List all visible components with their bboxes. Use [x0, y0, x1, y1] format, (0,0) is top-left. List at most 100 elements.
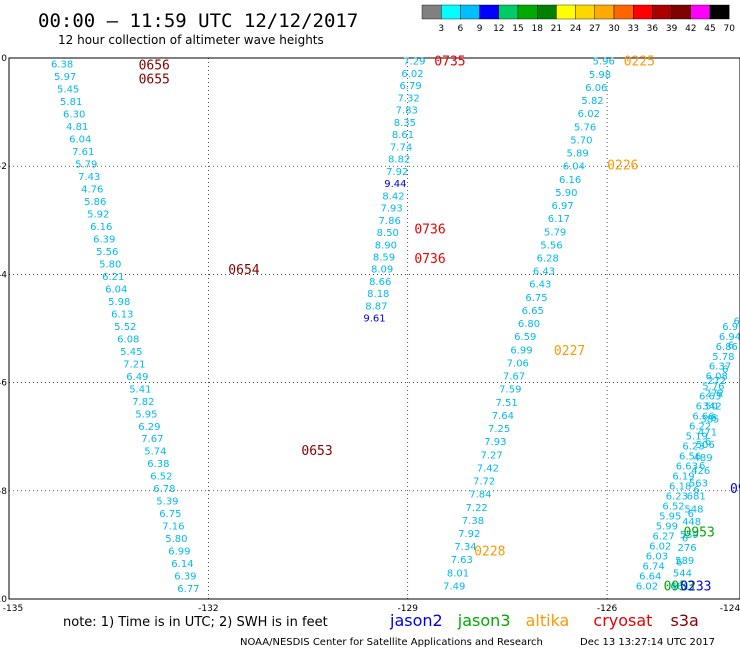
wave-height-value: 6.97 — [552, 201, 574, 212]
wave-height-value: 7.25 — [488, 424, 510, 435]
wave-height-value: 7.43 — [78, 172, 100, 183]
wave-height-value: 8.18 — [367, 289, 389, 300]
wave-height-value: 5.80 — [165, 534, 187, 545]
wave-height-value: 6 — [688, 509, 694, 520]
wave-height-value: 6.59 — [514, 332, 536, 343]
pass-time-label: 0656 — [139, 58, 170, 73]
x-tick-label: -135 — [3, 604, 23, 614]
wave-height-value: 5.45 — [57, 84, 79, 95]
wave-height-value: 5.70 — [570, 135, 592, 146]
pass-time-label: 0226 — [607, 159, 638, 174]
colorbar-level-label: 27 — [589, 24, 600, 34]
colorbar-swatch — [690, 4, 711, 20]
wave-height-value: 6.17 — [548, 214, 570, 225]
y-tick-label: -2 — [0, 162, 7, 172]
wave-height-value: 6.75 — [525, 293, 547, 304]
wave-height-value: 7.67 — [503, 372, 525, 383]
wave-height-value: 5.98 — [589, 70, 611, 81]
wave-height-value: 6.86 — [716, 342, 738, 353]
colorbar-swatch — [613, 4, 634, 20]
wave-height-value: 6.06 — [585, 83, 607, 94]
wave-height-value: 5.79 — [75, 159, 97, 170]
wave-height-value: 6.04 — [105, 284, 127, 295]
wave-height-value: 6.99 — [168, 547, 190, 558]
wave-height-value: 7.06 — [507, 358, 529, 369]
wave-height-value: 276 — [677, 543, 696, 554]
wave-height-value: 6.66 — [692, 412, 714, 423]
y-axis-ticks: 0 -2 -4 -6 -8 -10 — [0, 54, 7, 605]
wave-height-value: 8.90 — [375, 240, 397, 251]
wave-height-value: 7.72 — [473, 477, 495, 488]
wave-height-value: 559 — [680, 530, 699, 541]
wave-height-value: 6.29 — [138, 422, 160, 433]
wave-height-value: 5.90 — [555, 188, 577, 199]
pass-time-label: 0228 — [474, 544, 505, 559]
wave-height-value: 7.34 — [454, 542, 476, 553]
wave-height-value: 7.67 — [141, 434, 163, 445]
wave-height-value: 7.92 — [386, 167, 408, 178]
wave-height-value: 506 — [696, 440, 715, 451]
colorbar-level-label: 70 — [723, 24, 735, 34]
pass-time-label: 0735 — [434, 55, 465, 70]
pass-time-label: 0233 — [680, 579, 711, 594]
y-tick-label: -8 — [0, 487, 7, 497]
wave-height-value: 7.83 — [396, 106, 418, 117]
wave-height-value: 6 — [676, 557, 682, 568]
wave-height-value: 5.56 — [96, 247, 118, 258]
wave-height-value: 7.59 — [499, 385, 521, 396]
colorbar-level-label: 24 — [570, 24, 582, 34]
colorbar-swatch — [575, 4, 595, 20]
wave-height-value: 6.21 — [102, 272, 124, 283]
wave-height-value: 6.63 — [699, 392, 721, 403]
wave-height-value: 489 — [693, 453, 712, 464]
wave-height-value: 5.78 — [712, 352, 734, 363]
wave-height-value: 6.30 — [63, 109, 85, 120]
wave-height-value: 8.35 — [394, 118, 416, 129]
wave-height-value: 6.79 — [399, 81, 421, 92]
wave-height-value: 5.45 — [120, 347, 142, 358]
wave-height-value: 6.13 — [111, 309, 133, 320]
wave-height-value: 6 — [733, 316, 739, 327]
wave-height-value: 6.23 — [666, 492, 688, 503]
wave-height-value: 6.02 — [578, 109, 600, 120]
wave-height-value: 272 — [707, 376, 726, 387]
wave-height-value: 5.89 — [566, 149, 588, 160]
wave-height-value: 6.39 — [174, 572, 196, 583]
wave-height-value: 5.52 — [114, 322, 136, 333]
wave-height-value: 7.49 — [443, 581, 465, 592]
pass-time-label: 0736 — [414, 252, 445, 267]
wave-height-value: 7.64 — [492, 411, 514, 422]
wave-height-value: 7.16 — [162, 522, 184, 533]
wave-height-value: 5.95 — [659, 512, 681, 523]
wave-height-value: 8.82 — [388, 155, 410, 166]
wave-height-value: 681 — [687, 492, 706, 503]
wave-height-value: 6.04 — [563, 162, 585, 173]
wave-height-value: 342 — [703, 402, 722, 413]
wave-height-value: 589 — [675, 556, 694, 567]
wave-height-value: 6.22 — [689, 422, 711, 433]
wave-height-value: 6.03 — [646, 552, 668, 563]
wave-height-value: 5.82 — [581, 96, 603, 107]
wave-height-value: 6.38 — [147, 459, 169, 470]
colorbar-swatch — [460, 4, 480, 20]
pass-time-label: 0653 — [301, 444, 332, 459]
wave-height-value: 6.94 — [719, 332, 740, 343]
colorbar-level-label: 33 — [627, 24, 638, 34]
wave-height-value: 6.02 — [649, 542, 671, 553]
wave-height-value: 7.82 — [132, 397, 154, 408]
wave-height-value: 6.16 — [90, 222, 112, 233]
wave-height-value: 8.61 — [392, 130, 414, 141]
wave-height-value: 6 — [722, 365, 728, 376]
mission-legend: jason2 jason3 altika cryosat s3a — [389, 611, 699, 630]
wave-height-value: 6.80 — [518, 319, 540, 330]
wave-height-value: 6.16 — [559, 175, 581, 186]
wave-height-value: 6.38 — [51, 59, 73, 70]
wave-height-value: 5.41 — [129, 384, 151, 395]
wave-height-value: 481 — [671, 581, 690, 592]
wave-height-value: 7.74 — [390, 142, 412, 153]
wave-height-value: 8.87 — [365, 301, 387, 312]
wave-height-value: 8.66 — [369, 277, 391, 288]
wave-height-value: 471 — [698, 427, 717, 438]
chart-title: 00:00 – 11:59 UTC 12/12/2017 — [38, 10, 358, 32]
